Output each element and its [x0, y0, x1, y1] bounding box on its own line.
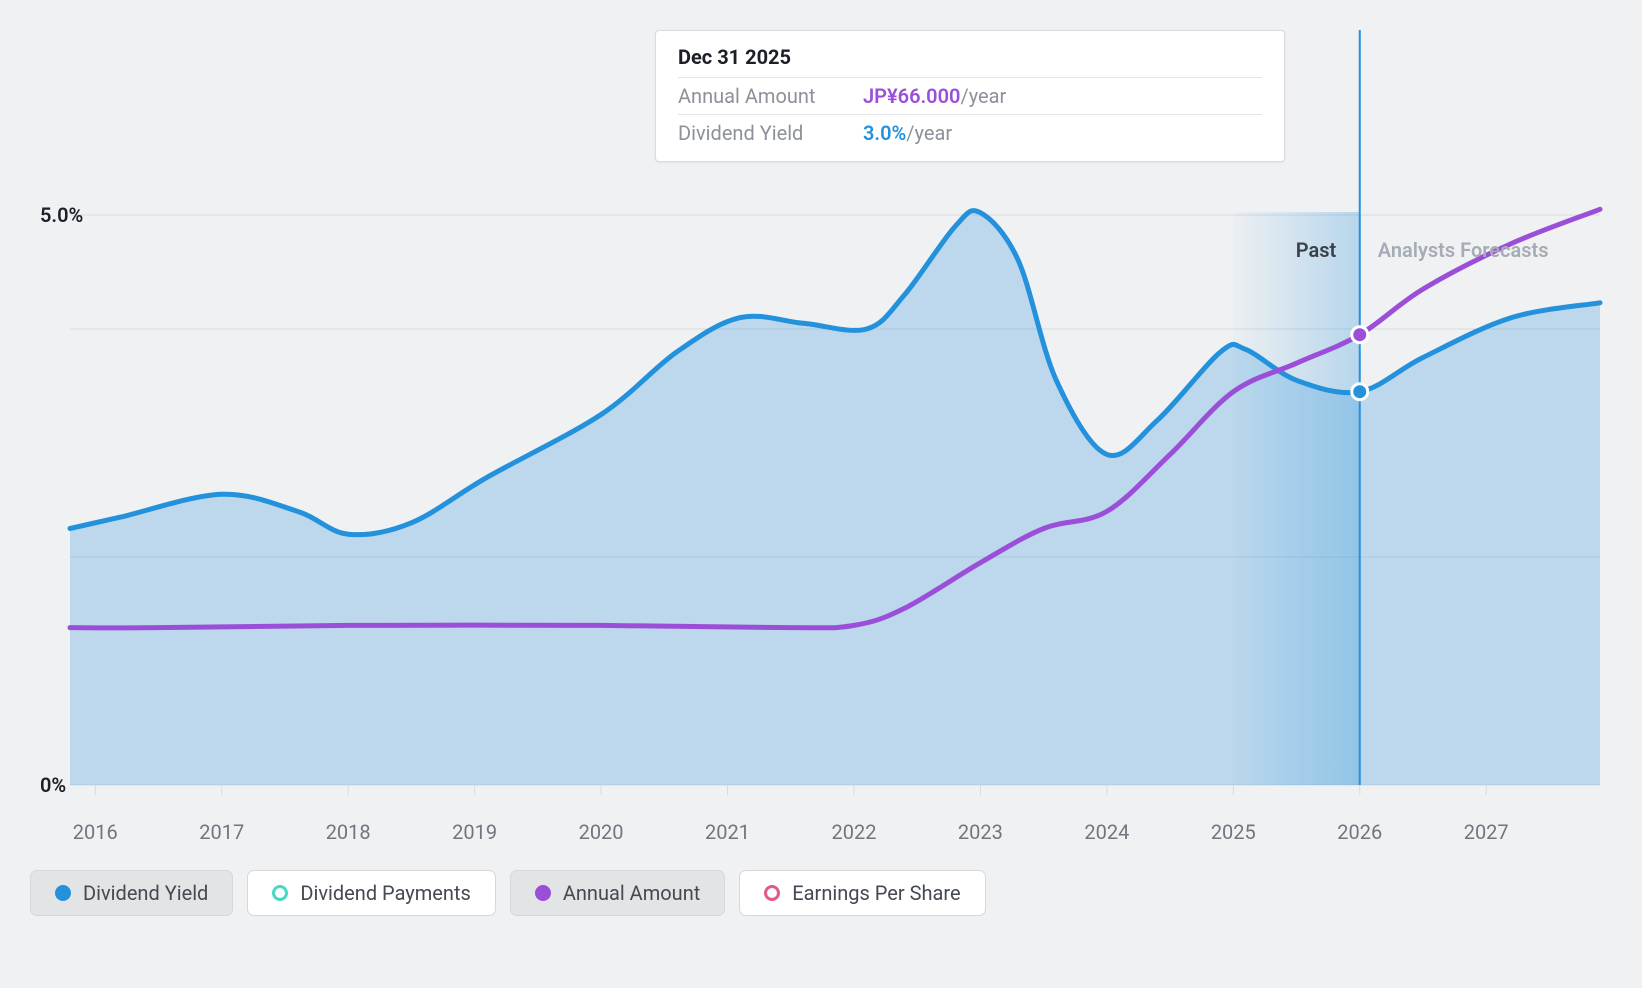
x-axis-label: 2027 [1464, 820, 1509, 844]
tooltip-row-value: JP¥66.000/year [863, 84, 1006, 108]
tooltip-row-unit: /year [906, 121, 952, 145]
tooltip-row-value: 3.0%/year [863, 121, 952, 145]
legend-item[interactable]: Dividend Payments [247, 870, 495, 916]
legend-item-label: Earnings Per Share [792, 881, 960, 905]
forecast-region-label: Analysts Forecasts [1378, 238, 1549, 262]
x-axis-label: 2023 [958, 820, 1003, 844]
tooltip-row: Annual AmountJP¥66.000/year [678, 77, 1262, 114]
legend-item-label: Annual Amount [563, 881, 700, 905]
x-axis-label: 2025 [1211, 820, 1256, 844]
tooltip-row: Dividend Yield3.0%/year [678, 114, 1262, 151]
legend-ring-icon [272, 885, 288, 901]
legend-dot-icon [535, 885, 551, 901]
legend-item-label: Dividend Payments [300, 881, 470, 905]
tooltip-rows: Annual AmountJP¥66.000/yearDividend Yiel… [678, 77, 1262, 151]
x-axis-label: 2018 [326, 820, 371, 844]
tooltip-row-label: Annual Amount [678, 84, 863, 108]
legend-item-label: Dividend Yield [83, 881, 208, 905]
x-axis-label: 2019 [452, 820, 497, 844]
x-axis-label: 2021 [705, 820, 750, 844]
x-axis-label: 2022 [831, 820, 876, 844]
x-axis-label: 2020 [579, 820, 624, 844]
dividend-chart: Dec 31 2025 Annual AmountJP¥66.000/yearD… [0, 0, 1642, 988]
chart-legend: Dividend Yield Dividend Payments Annual Am… [30, 870, 986, 916]
past-region-label: Past [1296, 238, 1336, 262]
legend-item[interactable]: Dividend Yield [30, 870, 233, 916]
x-axis-label: 2024 [1084, 820, 1129, 844]
legend-item[interactable]: Annual Amount [510, 870, 725, 916]
tooltip-row-label: Dividend Yield [678, 121, 863, 145]
y-axis-label: 5.0% [40, 203, 83, 227]
legend-dot-icon [55, 885, 71, 901]
y-axis-label: 0% [40, 773, 66, 797]
tooltip-row-unit: /year [960, 84, 1006, 108]
x-axis-label: 2016 [73, 820, 118, 844]
x-axis-label: 2017 [199, 820, 244, 844]
legend-item[interactable]: Earnings Per Share [739, 870, 985, 916]
tooltip-title: Dec 31 2025 [678, 45, 1262, 69]
chart-tooltip: Dec 31 2025 Annual AmountJP¥66.000/yearD… [655, 30, 1285, 162]
x-axis-label: 2026 [1337, 820, 1382, 844]
legend-ring-icon [764, 885, 780, 901]
